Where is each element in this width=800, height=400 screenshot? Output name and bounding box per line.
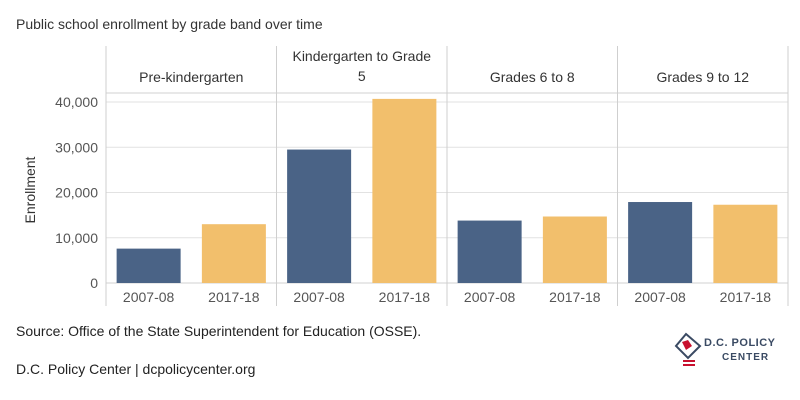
source-note: Source: Office of the State Superintende… <box>16 323 422 339</box>
x-tick-label: 2007-08 <box>123 289 175 305</box>
bar-2007-08 <box>628 202 693 283</box>
y-tick-label: 0 <box>90 275 98 291</box>
y-tick-label: 20,000 <box>55 185 98 201</box>
panel-header-label: Pre-kindergarten <box>139 69 243 85</box>
dc-map-icon <box>674 332 702 366</box>
bar-2007-08 <box>116 248 181 283</box>
footer-credit: D.C. Policy Center | dcpolicycenter.org <box>16 361 256 377</box>
logo-text-line2: CENTER <box>722 352 770 363</box>
y-tick-label: 30,000 <box>55 139 98 155</box>
x-tick-label: 2017-18 <box>549 289 601 305</box>
x-tick-label: 2017-18 <box>379 289 431 305</box>
x-tick-label: 2017-18 <box>208 289 260 305</box>
x-tick-label: 2007-08 <box>634 289 686 305</box>
y-tick-label: 10,000 <box>55 230 98 246</box>
panel-header-label: Grades 9 to 12 <box>656 69 749 85</box>
panel-header-label: Grades 6 to 8 <box>490 69 575 85</box>
bar-2007-08 <box>457 220 522 283</box>
logo-text-line1: D.C. POLICY <box>704 337 776 349</box>
y-axis-label: Enrollment <box>22 156 38 223</box>
x-tick-label: 2007-08 <box>293 289 345 305</box>
bar-2017-18 <box>372 98 437 283</box>
bar-2017-18 <box>201 224 266 283</box>
dc-policy-center-logo: D.C. POLICY CENTER <box>674 332 784 374</box>
x-tick-label: 2017-18 <box>720 289 772 305</box>
bar-2017-18 <box>713 204 778 283</box>
bar-2007-08 <box>287 149 352 283</box>
bar-chart: 0 10,000 20,000 30,000 40,000 Enrollment Pre-k… <box>22 46 789 306</box>
y-tick-label: 40,000 <box>55 94 98 110</box>
panel-header-label: Kindergarten to Grade 5 <box>292 48 431 84</box>
bar-2017-18 <box>542 216 607 283</box>
chart-title: Public school enrollment by grade band o… <box>16 16 323 32</box>
x-tick-label: 2007-08 <box>464 289 516 305</box>
